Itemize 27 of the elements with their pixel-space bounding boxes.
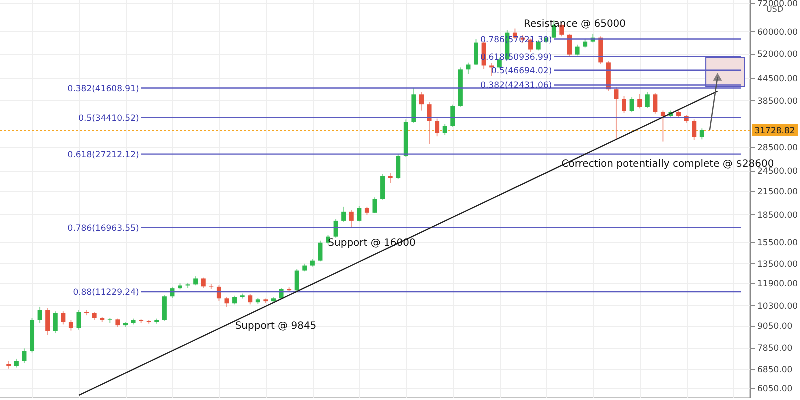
y-axis-title: USD [766,5,784,14]
series-label: 0.5(46694.02) [491,66,552,76]
y-tick-label: 15500.00 [758,238,798,248]
y-tick-label: 52000.00 [758,50,798,60]
y-tick-label: 28500.00 [758,144,798,154]
annotation: Resistance @ 65000 [524,19,626,30]
y-tick-label: 21500.00 [758,187,798,198]
series-label: 0.618(27212.12) [68,150,140,160]
y-tick-label: 10300.00 [758,302,798,312]
y-tick-label: 18500.00 [758,210,798,221]
series-label: 0.786(16963.55) [68,224,140,234]
ref-line-label: 31728.82 [754,126,796,136]
series-label: 0.5(34410.52) [78,114,140,124]
y-tick-label: 7850.00 [758,344,793,354]
y-tick-label: 6050.00 [758,384,793,395]
y-tick-label: 38500.00 [758,96,798,107]
y-tick-label: 60000.00 [758,28,798,38]
y-tick-label: 24500.00 [758,167,798,178]
series-label: 0.382(41608.91) [68,84,140,94]
y-tick-label: 9050.00 [758,322,793,332]
y-tick-label: 6850.00 [758,365,793,376]
y-tick-label: 44500.00 [758,74,798,84]
series-label: 0.88(11229.24) [73,288,140,298]
annotation: Support @ 9845 [235,321,317,332]
y-tick-label: 11900.00 [758,279,798,290]
annotation: Correction potentially complete @ $28600 [562,159,774,170]
y-tick-label: 13500.00 [758,260,798,270]
